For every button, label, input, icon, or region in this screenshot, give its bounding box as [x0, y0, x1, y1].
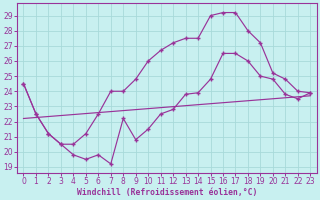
X-axis label: Windchill (Refroidissement éolien,°C): Windchill (Refroidissement éolien,°C)	[77, 188, 257, 197]
